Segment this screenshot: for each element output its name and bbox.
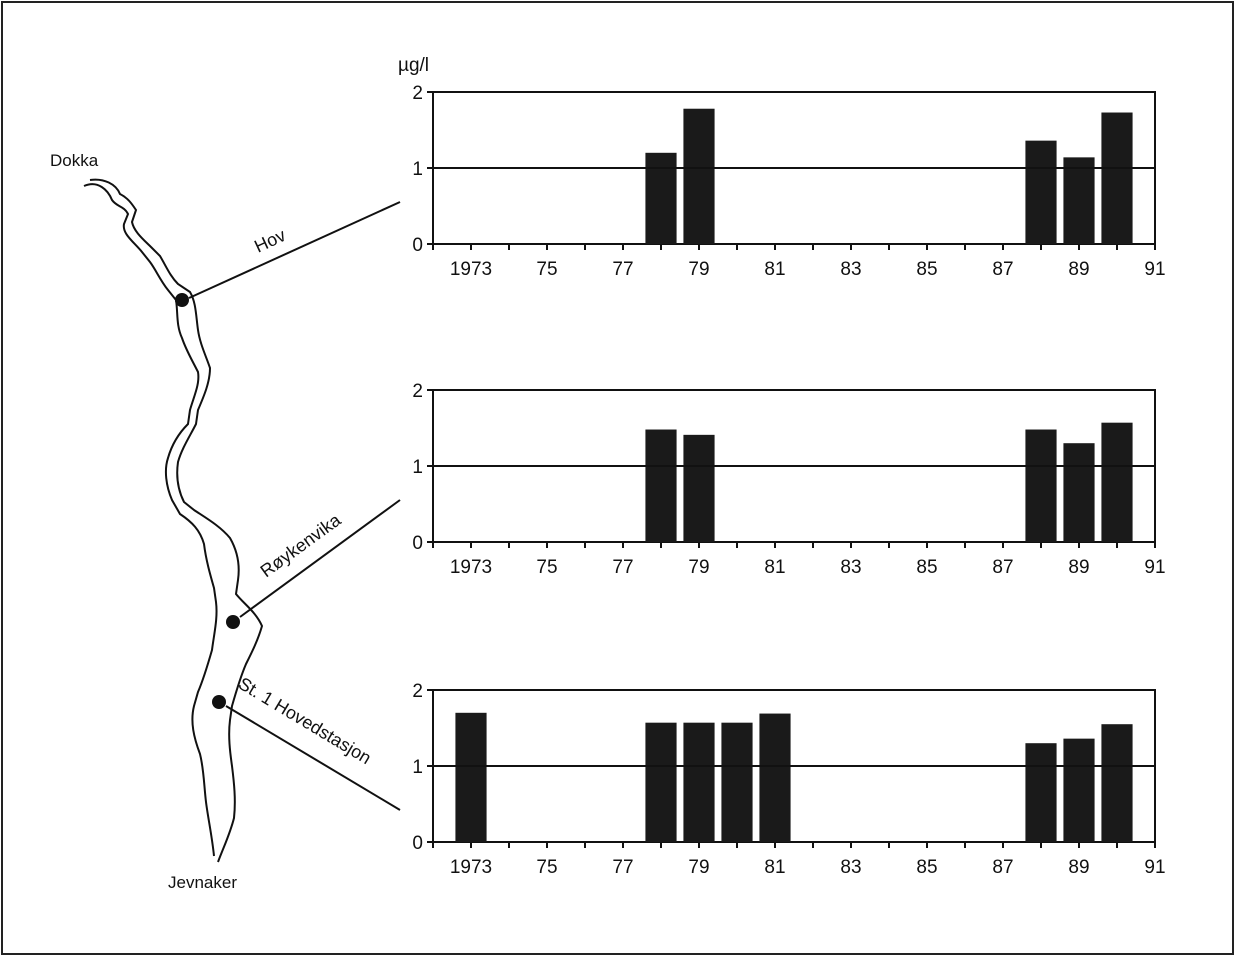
station-label-roykenvika: Røykenvika bbox=[257, 509, 346, 581]
bar-st-1-hovedstasjon-1981 bbox=[759, 713, 791, 842]
x-tick-label-st-1-hovedstasjon-1989: 89 bbox=[1068, 857, 1089, 878]
chart-panel-roykenvika: 0 1 2 1973 75 77 79 81 83 85 87 89 91 bbox=[412, 381, 1165, 578]
x-tick-label-roykenvika-1983: 83 bbox=[840, 557, 861, 578]
x-tick-label-roykenvika-1981: 81 bbox=[764, 557, 785, 578]
x-tick-label-roykenvika-1987: 87 bbox=[992, 557, 1013, 578]
bar-roykenvika-1990 bbox=[1101, 422, 1133, 542]
y-tick-label-st-1-hovedstasjon-0: 0 bbox=[412, 833, 423, 854]
leader-line-hovedstasjon bbox=[225, 705, 401, 811]
x-tick-label-roykenvika-1979: 79 bbox=[688, 557, 709, 578]
x-tick-label-roykenvika-1991: 91 bbox=[1144, 557, 1165, 578]
river-map: Dokka Jevnaker Hov Røykenvika St. 1 Hove… bbox=[50, 151, 401, 892]
x-tick-label-hov-1977: 77 bbox=[612, 259, 633, 280]
y-tick-label-roykenvika-1: 1 bbox=[412, 457, 423, 478]
y-tick-label-hov-2: 2 bbox=[412, 83, 423, 104]
bar-st-1-hovedstasjon-1973 bbox=[455, 712, 487, 842]
bar-st-1-hovedstasjon-1979 bbox=[683, 722, 715, 842]
x-tick-label-hov-1983: 83 bbox=[840, 259, 861, 280]
bar-hov-1990 bbox=[1101, 112, 1133, 245]
x-tick-label-hov-1987: 87 bbox=[992, 259, 1013, 280]
place-label-south: Jevnaker bbox=[168, 873, 237, 892]
bar-st-1-hovedstasjon-1980 bbox=[721, 722, 753, 842]
x-tick-label-hov-1991: 91 bbox=[1144, 259, 1165, 280]
x-tick-label-roykenvika-1973: 1973 bbox=[450, 557, 492, 578]
x-tick-label-st-1-hovedstasjon-1991: 91 bbox=[1144, 857, 1165, 878]
y-tick-label-hov-0: 0 bbox=[412, 235, 423, 256]
x-tick-label-st-1-hovedstasjon-1975: 75 bbox=[536, 857, 557, 878]
x-tick-label-hov-1973: 1973 bbox=[450, 259, 492, 280]
x-tick-label-hov-1975: 75 bbox=[536, 259, 557, 280]
station-marker-hov bbox=[175, 293, 189, 307]
leader-line-hov bbox=[188, 201, 401, 299]
bar-roykenvika-1988 bbox=[1025, 429, 1057, 542]
leader-line-roykenvika bbox=[239, 499, 401, 618]
x-tick-label-hov-1981: 81 bbox=[764, 259, 785, 280]
bar-st-1-hovedstasjon-1988 bbox=[1025, 743, 1057, 842]
x-tick-label-roykenvika-1975: 75 bbox=[536, 557, 557, 578]
station-marker-roykenvika bbox=[226, 615, 240, 629]
place-label-north: Dokka bbox=[50, 151, 99, 170]
x-tick-label-hov-1979: 79 bbox=[688, 259, 709, 280]
y-tick-label-roykenvika-0: 0 bbox=[412, 533, 423, 554]
chart-panel-hovedstasjon: 0 1 2 1973 75 77 79 81 83 85 87 89 91 bbox=[412, 681, 1165, 878]
y-tick-label-st-1-hovedstasjon-2: 2 bbox=[412, 681, 423, 702]
y-tick-label-st-1-hovedstasjon-1: 1 bbox=[412, 757, 423, 778]
bar-hov-1988 bbox=[1025, 140, 1057, 244]
x-tick-label-st-1-hovedstasjon-1987: 87 bbox=[992, 857, 1013, 878]
bar-roykenvika-1989 bbox=[1063, 443, 1095, 542]
unit-label: µg/l bbox=[398, 55, 429, 76]
bar-hov-1989 bbox=[1063, 157, 1095, 244]
chart-panel-hov: 0 1 2 1973 75 77 79 81 83 85 87 89 91 bbox=[412, 83, 1165, 280]
x-tick-label-roykenvika-1989: 89 bbox=[1068, 557, 1089, 578]
x-tick-label-st-1-hovedstasjon-1983: 83 bbox=[840, 857, 861, 878]
y-tick-label-hov-1: 1 bbox=[412, 159, 423, 180]
bar-st-1-hovedstasjon-1989 bbox=[1063, 738, 1095, 842]
bar-st-1-hovedstasjon-1978 bbox=[645, 722, 677, 842]
y-tick-label-roykenvika-2: 2 bbox=[412, 381, 423, 402]
x-tick-label-st-1-hovedstasjon-1985: 85 bbox=[916, 857, 937, 878]
x-tick-label-st-1-hovedstasjon-1977: 77 bbox=[612, 857, 633, 878]
bar-hov-1979 bbox=[683, 108, 715, 244]
x-tick-label-st-1-hovedstasjon-1979: 79 bbox=[688, 857, 709, 878]
river-bank-east bbox=[89, 178, 264, 863]
bar-st-1-hovedstasjon-1990 bbox=[1101, 724, 1133, 842]
x-tick-label-roykenvika-1985: 85 bbox=[916, 557, 937, 578]
bar-roykenvika-1978 bbox=[645, 429, 677, 542]
station-marker-hovedstasjon bbox=[212, 695, 226, 709]
x-tick-label-hov-1989: 89 bbox=[1068, 259, 1089, 280]
x-tick-label-st-1-hovedstasjon-1981: 81 bbox=[764, 857, 785, 878]
bar-roykenvika-1979 bbox=[683, 434, 715, 542]
station-label-hov: Hov bbox=[251, 225, 288, 257]
x-tick-label-st-1-hovedstasjon-1973: 1973 bbox=[450, 857, 492, 878]
x-tick-label-roykenvika-1977: 77 bbox=[612, 557, 633, 578]
x-tick-label-hov-1985: 85 bbox=[916, 259, 937, 280]
river-bank-west bbox=[83, 183, 218, 857]
bar-hov-1978 bbox=[645, 152, 677, 244]
